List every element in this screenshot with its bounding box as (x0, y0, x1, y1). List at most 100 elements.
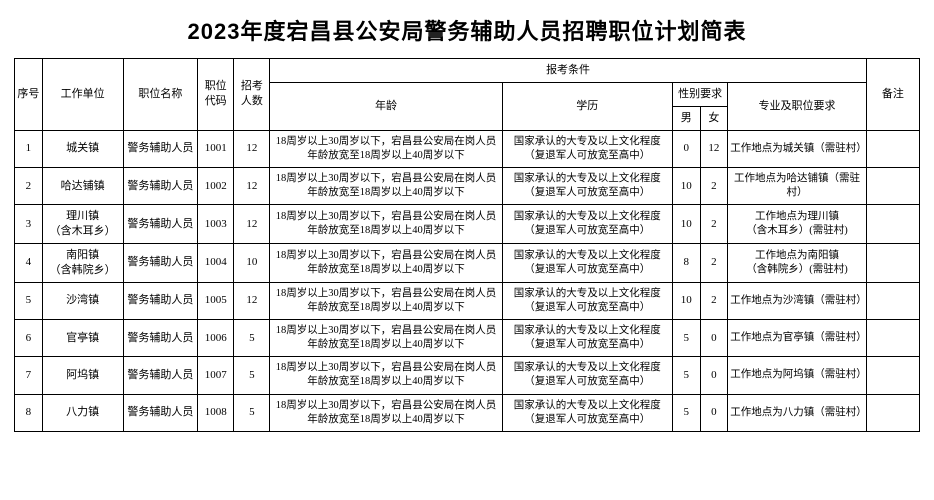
cell-unit: 城关镇 (42, 130, 123, 167)
cell-female: 2 (700, 243, 728, 282)
cell-position: 警务辅助人员 (123, 282, 198, 319)
cell-edu: 国家承认的大专及以上文化程度（复退军人可放宽至高中） (502, 130, 672, 167)
cell-male: 5 (672, 394, 700, 431)
cell-count: 12 (234, 205, 270, 244)
cell-unit: 阿坞镇 (42, 357, 123, 394)
cell-remark (866, 130, 919, 167)
cell-age: 18周岁以上30周岁以下，宕昌县公安局在岗人员年龄放宽至18周岁以上40周岁以下 (270, 167, 502, 204)
cell-age: 18周岁以上30周岁以下，宕昌县公安局在岗人员年龄放宽至18周岁以上40周岁以下 (270, 282, 502, 319)
table-row: 1城关镇警务辅助人员10011218周岁以上30周岁以下，宕昌县公安局在岗人员年… (15, 130, 920, 167)
cell-count: 5 (234, 357, 270, 394)
th-count: 招考人数 (234, 59, 270, 131)
cell-code: 1004 (198, 243, 234, 282)
cell-code: 1007 (198, 357, 234, 394)
table-row: 3理川镇（含木耳乡）警务辅助人员10031218周岁以上30周岁以下，宕昌县公安… (15, 205, 920, 244)
cell-seq: 2 (15, 167, 43, 204)
cell-male: 10 (672, 167, 700, 204)
cell-female: 2 (700, 282, 728, 319)
cell-unit: 理川镇（含木耳乡） (42, 205, 123, 244)
table-row: 8八力镇警务辅助人员1008518周岁以上30周岁以下，宕昌县公安局在岗人员年龄… (15, 394, 920, 431)
cell-edu: 国家承认的大专及以上文化程度（复退军人可放宽至高中） (502, 319, 672, 356)
cell-unit: 南阳镇（含韩院乡） (42, 243, 123, 282)
cell-edu: 国家承认的大专及以上文化程度（复退军人可放宽至高中） (502, 357, 672, 394)
cell-req: 工作地点为官亭镇（需驻村） (728, 319, 866, 356)
cell-female: 2 (700, 205, 728, 244)
cell-remark (866, 282, 919, 319)
cell-seq: 3 (15, 205, 43, 244)
cell-req: 工作地点为沙湾镇（需驻村） (728, 282, 866, 319)
th-female: 女 (700, 106, 728, 130)
cell-req: 工作地点为八力镇（需驻村） (728, 394, 866, 431)
th-edu: 学历 (502, 82, 672, 130)
page-title: 2023年度宕昌县公安局警务辅助人员招聘职位计划简表 (14, 14, 920, 46)
cell-remark (866, 394, 919, 431)
cell-position: 警务辅助人员 (123, 357, 198, 394)
cell-remark (866, 205, 919, 244)
cell-seq: 4 (15, 243, 43, 282)
cell-req: 工作地点为城关镇（需驻村） (728, 130, 866, 167)
cell-male: 5 (672, 357, 700, 394)
th-req: 专业及职位要求 (728, 82, 866, 130)
cell-edu: 国家承认的大专及以上文化程度（复退军人可放宽至高中） (502, 167, 672, 204)
recruitment-table: 序号 工作单位 职位名称 职位代码 招考人数 报考条件 备注 年龄 学历 性别要… (14, 58, 920, 432)
cell-female: 12 (700, 130, 728, 167)
cell-age: 18周岁以上30周岁以下，宕昌县公安局在岗人员年龄放宽至18周岁以上40周岁以下 (270, 243, 502, 282)
cell-age: 18周岁以上30周岁以下，宕昌县公安局在岗人员年龄放宽至18周岁以上40周岁以下 (270, 130, 502, 167)
th-male: 男 (672, 106, 700, 130)
cell-unit: 沙湾镇 (42, 282, 123, 319)
cell-remark (866, 357, 919, 394)
cell-count: 5 (234, 319, 270, 356)
th-remark: 备注 (866, 59, 919, 131)
cell-seq: 5 (15, 282, 43, 319)
cell-position: 警务辅助人员 (123, 205, 198, 244)
cell-unit: 八力镇 (42, 394, 123, 431)
cell-seq: 1 (15, 130, 43, 167)
cell-age: 18周岁以上30周岁以下，宕昌县公安局在岗人员年龄放宽至18周岁以上40周岁以下 (270, 319, 502, 356)
table-row: 2哈达铺镇警务辅助人员10021218周岁以上30周岁以下，宕昌县公安局在岗人员… (15, 167, 920, 204)
cell-remark (866, 167, 919, 204)
cell-age: 18周岁以上30周岁以下，宕昌县公安局在岗人员年龄放宽至18周岁以上40周岁以下 (270, 205, 502, 244)
cell-code: 1005 (198, 282, 234, 319)
cell-age: 18周岁以上30周岁以下，宕昌县公安局在岗人员年龄放宽至18周岁以上40周岁以下 (270, 357, 502, 394)
cell-count: 5 (234, 394, 270, 431)
cell-seq: 8 (15, 394, 43, 431)
cell-unit: 官亭镇 (42, 319, 123, 356)
th-seq: 序号 (15, 59, 43, 131)
cell-female: 0 (700, 394, 728, 431)
cell-count: 10 (234, 243, 270, 282)
cell-male: 8 (672, 243, 700, 282)
cell-male: 10 (672, 205, 700, 244)
th-unit: 工作单位 (42, 59, 123, 131)
cell-code: 1008 (198, 394, 234, 431)
cell-female: 0 (700, 319, 728, 356)
cell-req: 工作地点为南阳镇（含韩院乡）(需驻村) (728, 243, 866, 282)
table-row: 4南阳镇（含韩院乡）警务辅助人员10041018周岁以上30周岁以下，宕昌县公安… (15, 243, 920, 282)
cell-remark (866, 243, 919, 282)
th-gender: 性别要求 (672, 82, 727, 106)
th-code: 职位代码 (198, 59, 234, 131)
cell-edu: 国家承认的大专及以上文化程度（复退军人可放宽至高中） (502, 205, 672, 244)
cell-male: 10 (672, 282, 700, 319)
cell-seq: 6 (15, 319, 43, 356)
cell-edu: 国家承认的大专及以上文化程度（复退军人可放宽至高中） (502, 282, 672, 319)
cell-position: 警务辅助人员 (123, 130, 198, 167)
th-age: 年龄 (270, 82, 502, 130)
cell-count: 12 (234, 130, 270, 167)
th-pos: 职位名称 (123, 59, 198, 131)
cell-position: 警务辅助人员 (123, 319, 198, 356)
cell-remark (866, 319, 919, 356)
cell-count: 12 (234, 167, 270, 204)
cell-code: 1006 (198, 319, 234, 356)
cell-position: 警务辅助人员 (123, 243, 198, 282)
cell-seq: 7 (15, 357, 43, 394)
table-row: 5沙湾镇警务辅助人员10051218周岁以上30周岁以下，宕昌县公安局在岗人员年… (15, 282, 920, 319)
cell-female: 2 (700, 167, 728, 204)
cell-position: 警务辅助人员 (123, 394, 198, 431)
cell-req: 工作地点为理川镇（含木耳乡）(需驻村) (728, 205, 866, 244)
cell-code: 1001 (198, 130, 234, 167)
cell-count: 12 (234, 282, 270, 319)
cell-code: 1003 (198, 205, 234, 244)
th-cond: 报考条件 (270, 59, 866, 83)
cell-req: 工作地点为哈达铺镇（需驻村） (728, 167, 866, 204)
cell-unit: 哈达铺镇 (42, 167, 123, 204)
